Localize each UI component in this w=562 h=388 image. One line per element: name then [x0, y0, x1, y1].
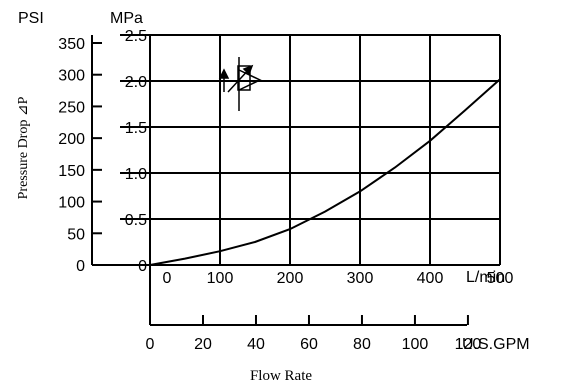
lmin-tick-label: 0 — [163, 270, 172, 287]
psi-unit-label: PSI — [18, 10, 44, 27]
lmin-tick-label: 400 — [417, 270, 444, 287]
psi-tick-label: 150 — [58, 163, 85, 180]
throttle-check-valve-symbol — [218, 57, 262, 111]
lmin-tick-label: 300 — [347, 270, 374, 287]
mpa-unit-label: MPa — [110, 10, 143, 27]
mpa-tick-label: 1.0 — [125, 166, 147, 183]
mpa-tick-label: 1.5 — [125, 120, 147, 137]
gpm-tick-label: 120 — [455, 336, 482, 353]
lmin-tick-label: 500 — [487, 270, 514, 287]
lmin-unit-label: L/min — [466, 269, 505, 286]
gpm-unit-label: U.S.GPM — [462, 336, 530, 353]
grid — [150, 34, 501, 265]
pressure-drop-curve — [149, 78, 501, 266]
mpa-tick-label: 0.5 — [125, 212, 147, 229]
psi-tick-label: 300 — [58, 68, 85, 85]
gpm-tick-label: 100 — [402, 336, 429, 353]
mpa-tick-label: 2.0 — [125, 74, 147, 91]
gpm-tick-label: 0 — [146, 336, 155, 353]
lmin-tick-label: 200 — [277, 270, 304, 287]
y-axis-title: Pressure Drop ⊿P — [16, 96, 31, 199]
psi-tick-label: 200 — [58, 131, 85, 148]
gpm-tick-label: 80 — [353, 336, 371, 353]
psi-tick-label: 50 — [67, 226, 85, 243]
ticks — [92, 34, 469, 325]
series — [149, 78, 501, 266]
gpm-tick-label: 20 — [194, 336, 212, 353]
mpa-tick-label: 2.5 — [125, 28, 147, 45]
lmin-tick-label: 100 — [207, 270, 234, 287]
gpm-tick-label: 60 — [300, 336, 318, 353]
psi-tick-label: 350 — [58, 36, 85, 53]
x-axis-title: Flow Rate — [250, 368, 312, 384]
psi-tick-label: 100 — [58, 195, 85, 212]
gpm-tick-label: 40 — [247, 336, 265, 353]
psi-tick-label: 0 — [76, 258, 85, 275]
psi-tick-label: 250 — [58, 99, 85, 116]
mpa-tick-label: 0 — [138, 258, 147, 275]
